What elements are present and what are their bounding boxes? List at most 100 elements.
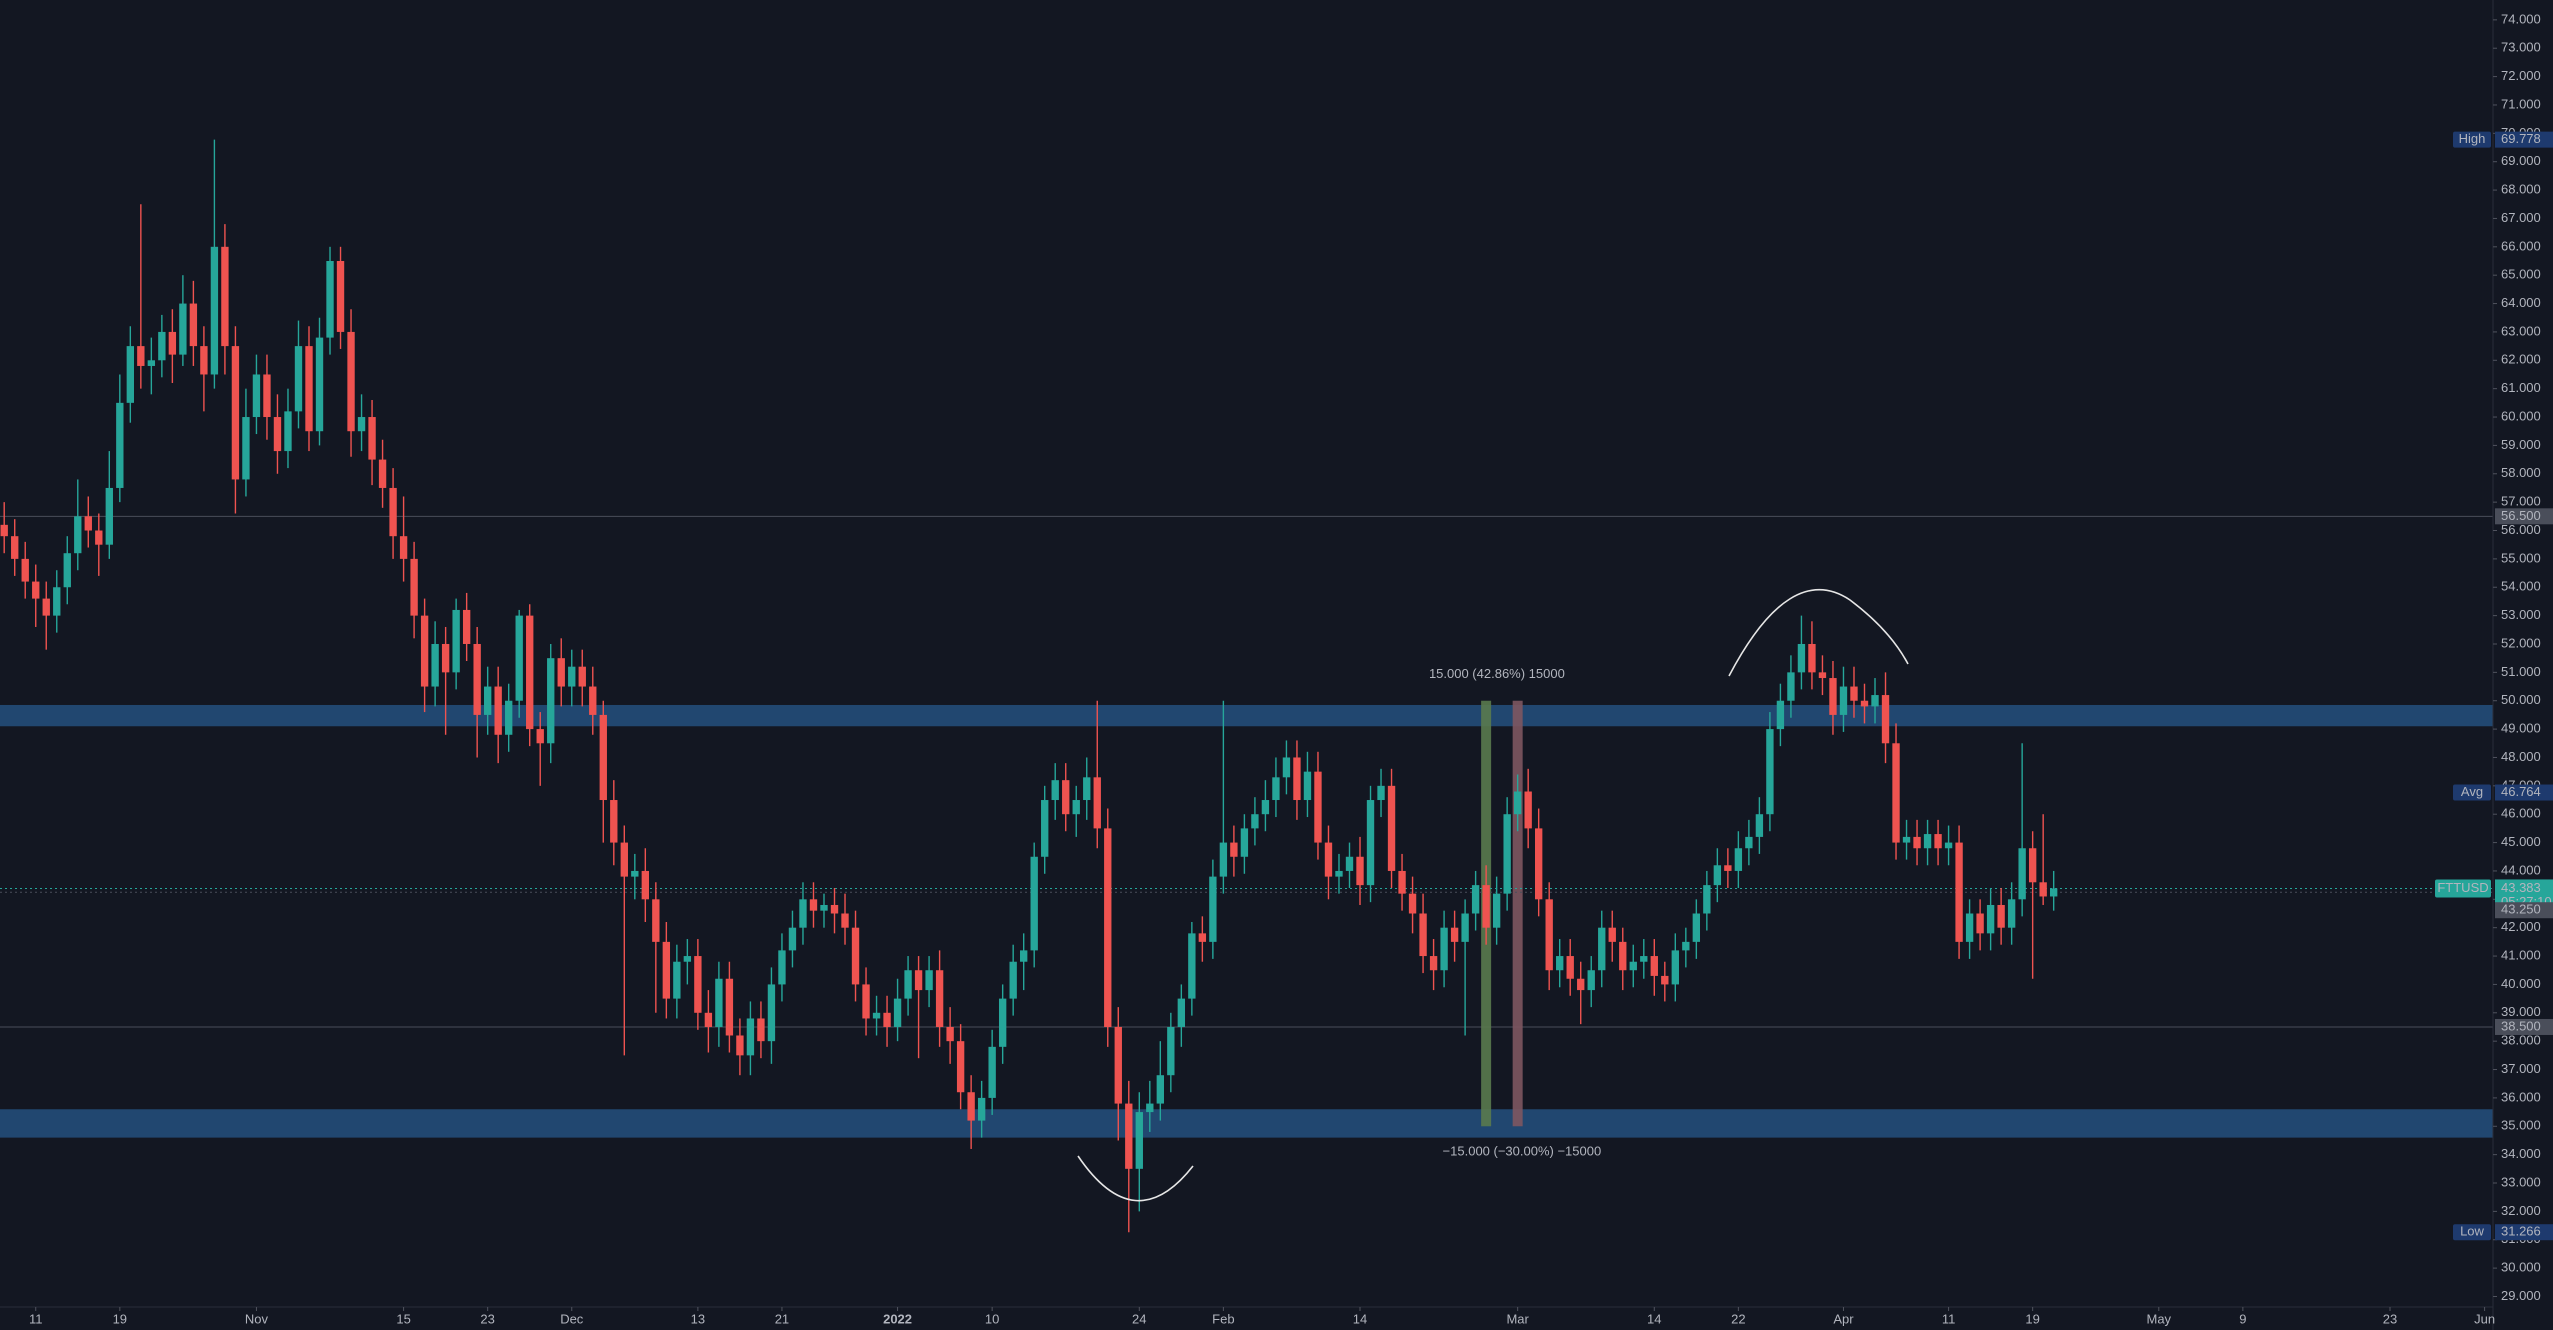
- candle-body: [441, 643, 450, 673]
- y-tick-label: 66.000: [2501, 238, 2541, 253]
- y-tick-label: 30.000: [2501, 1260, 2541, 1275]
- candle-body: [830, 904, 839, 914]
- marker-value-box: [2495, 1224, 2553, 1241]
- candle-body: [95, 530, 103, 545]
- candle-body: [1850, 686, 1858, 701]
- x-tick-label: 11: [1942, 1311, 1956, 1326]
- y-tick-label: 35.000: [2501, 1118, 2541, 1133]
- candle-body: [536, 729, 544, 744]
- marker-name-box: [2453, 784, 2491, 801]
- candle-body: [1724, 865, 1732, 871]
- candle-body: [1387, 785, 1396, 871]
- candle-body: [988, 1046, 996, 1098]
- candle-body: [1125, 1103, 1133, 1169]
- candle-body: [189, 303, 198, 347]
- y-tick-label: 56.000: [2501, 522, 2541, 537]
- axis-label-box: [2495, 1018, 2553, 1035]
- candle-body: [1167, 1026, 1175, 1076]
- candle-body: [63, 553, 71, 588]
- candle-body: [1251, 814, 1259, 829]
- candle-body: [809, 899, 818, 911]
- candle-body: [1072, 800, 1080, 815]
- candle-body: [1230, 842, 1238, 857]
- candle-body: [547, 658, 555, 744]
- candle-body: [788, 927, 797, 951]
- candle-body: [620, 842, 628, 877]
- x-tick-label: 2022: [883, 1311, 912, 1326]
- y-tick-label: 41.000: [2501, 947, 2541, 962]
- candle-body: [851, 927, 860, 985]
- candle-body: [1083, 777, 1091, 801]
- marker-name-box: [2453, 131, 2491, 148]
- marker-name: Low: [2460, 1224, 2484, 1239]
- y-tick-label: 71.000: [2501, 96, 2541, 111]
- candle-body: [1944, 842, 1953, 849]
- candle-body: [820, 904, 828, 911]
- candle-body: [1535, 828, 1543, 900]
- candle-body: [116, 402, 124, 488]
- y-tick-label: 53.000: [2501, 607, 2541, 622]
- candle-body: [641, 870, 649, 900]
- candle-body: [1692, 913, 1701, 942]
- candle-body: [1062, 780, 1070, 815]
- candle-body: [1282, 757, 1291, 778]
- candle-body: [42, 598, 50, 616]
- y-tick-label: 33.000: [2501, 1174, 2541, 1189]
- candle-body: [252, 374, 261, 418]
- candle-body: [305, 346, 313, 432]
- candle-body: [1734, 848, 1743, 871]
- candle-body: [767, 984, 776, 1042]
- candle-body: [105, 487, 113, 545]
- candle-body: [53, 587, 61, 616]
- candle-body: [1272, 777, 1280, 801]
- drawing-arc: [1077, 1155, 1194, 1202]
- candle-body: [32, 581, 40, 599]
- candle-body: [1156, 1075, 1164, 1104]
- candle-body: [778, 950, 786, 985]
- x-tick-label: 13: [691, 1311, 705, 1326]
- candle-body: [1503, 814, 1511, 894]
- candle-body: [1240, 828, 1249, 857]
- y-tick-label: 64.000: [2501, 295, 2541, 310]
- candle-body: [1860, 700, 1869, 707]
- candle-body: [420, 615, 429, 687]
- candle-body: [336, 261, 345, 332]
- candle-body: [599, 714, 607, 801]
- support-resistance-zone: [0, 1109, 2493, 1138]
- candle-body: [1661, 975, 1669, 985]
- candle-body: [1135, 1112, 1143, 1169]
- candle-body: [1041, 800, 1049, 857]
- candle-body: [904, 970, 912, 999]
- candle-body: [757, 1018, 765, 1042]
- candle-body: [357, 417, 366, 432]
- axes: 29.00030.00031.00032.00033.00034.00035.0…: [29, 11, 2553, 1326]
- y-tick-label: 67.000: [2501, 210, 2541, 225]
- candle-body: [1461, 913, 1469, 942]
- y-tick-label: 55.000: [2501, 550, 2541, 565]
- x-tick-label: Apr: [1833, 1311, 1854, 1326]
- support-resistance-zone: [0, 704, 2493, 727]
- candle-body: [1471, 885, 1480, 914]
- candle-body: [967, 1092, 975, 1121]
- y-tick-label: 38.000: [2501, 1033, 2541, 1048]
- candle-body: [74, 516, 82, 554]
- y-tick-label: 49.000: [2501, 721, 2541, 736]
- candle-body: [1051, 780, 1059, 801]
- candle-body: [326, 261, 334, 338]
- candle-body: [1492, 893, 1501, 928]
- close-label: 43.250: [2501, 902, 2541, 917]
- candle-body: [1545, 899, 1553, 971]
- y-tick-label: 39.000: [2501, 1004, 2541, 1019]
- candle-body: [1986, 904, 1995, 934]
- candle-body: [1577, 978, 1585, 991]
- candle-body: [0, 524, 8, 537]
- candle-body: [347, 331, 355, 432]
- y-tick-label: 60.000: [2501, 408, 2541, 423]
- candle-body: [273, 417, 282, 452]
- candle-body: [1881, 695, 1890, 744]
- candle-body: [683, 956, 692, 962]
- marker-value-box: [2495, 131, 2553, 148]
- marker-name: Avg: [2461, 784, 2483, 799]
- candle-body: [1219, 842, 1228, 877]
- y-tick-label: 51.000: [2501, 664, 2541, 679]
